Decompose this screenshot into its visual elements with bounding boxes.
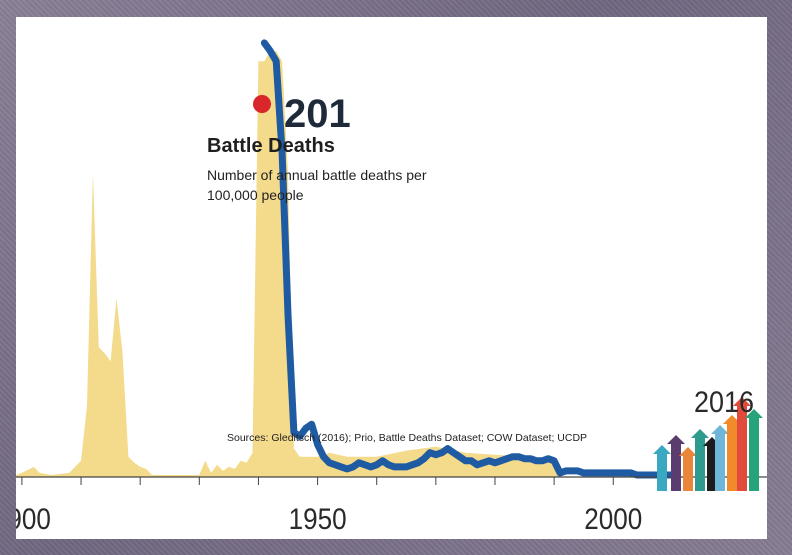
decorative-arrow-icon	[667, 435, 685, 491]
chart-title: Battle Deaths	[207, 135, 335, 157]
chart-panel: 1900 1950 2000 201 2016 Battle Deaths Numb…	[16, 17, 767, 539]
highlight-value: 201	[284, 92, 351, 136]
x-tick-label: 1900	[16, 503, 51, 536]
decorative-arrow-icon	[711, 425, 729, 491]
decorative-arrow-icon	[653, 445, 671, 491]
decorative-arrow-icon	[679, 447, 697, 491]
highlight-marker	[253, 95, 271, 113]
chart-subtitle: Number of annual battle deaths per 100,0…	[207, 167, 427, 203]
recent-deaths-line	[260, 39, 676, 479]
decorative-arrow-icon	[691, 429, 709, 491]
battle-deaths-chart: 1900 1950 2000 201 2016	[16, 39, 767, 536]
chart-sources: Sources: Gleditsch (2016); Prio, Battle …	[227, 432, 588, 444]
decorative-arrow-icon	[723, 415, 741, 491]
x-tick-label: 2000	[584, 503, 642, 536]
x-tick-label: 1950	[289, 503, 347, 536]
year-label: 2016	[694, 386, 754, 419]
decorative-arrow-icon	[733, 397, 751, 491]
decorative-arrow-icon	[745, 409, 763, 491]
